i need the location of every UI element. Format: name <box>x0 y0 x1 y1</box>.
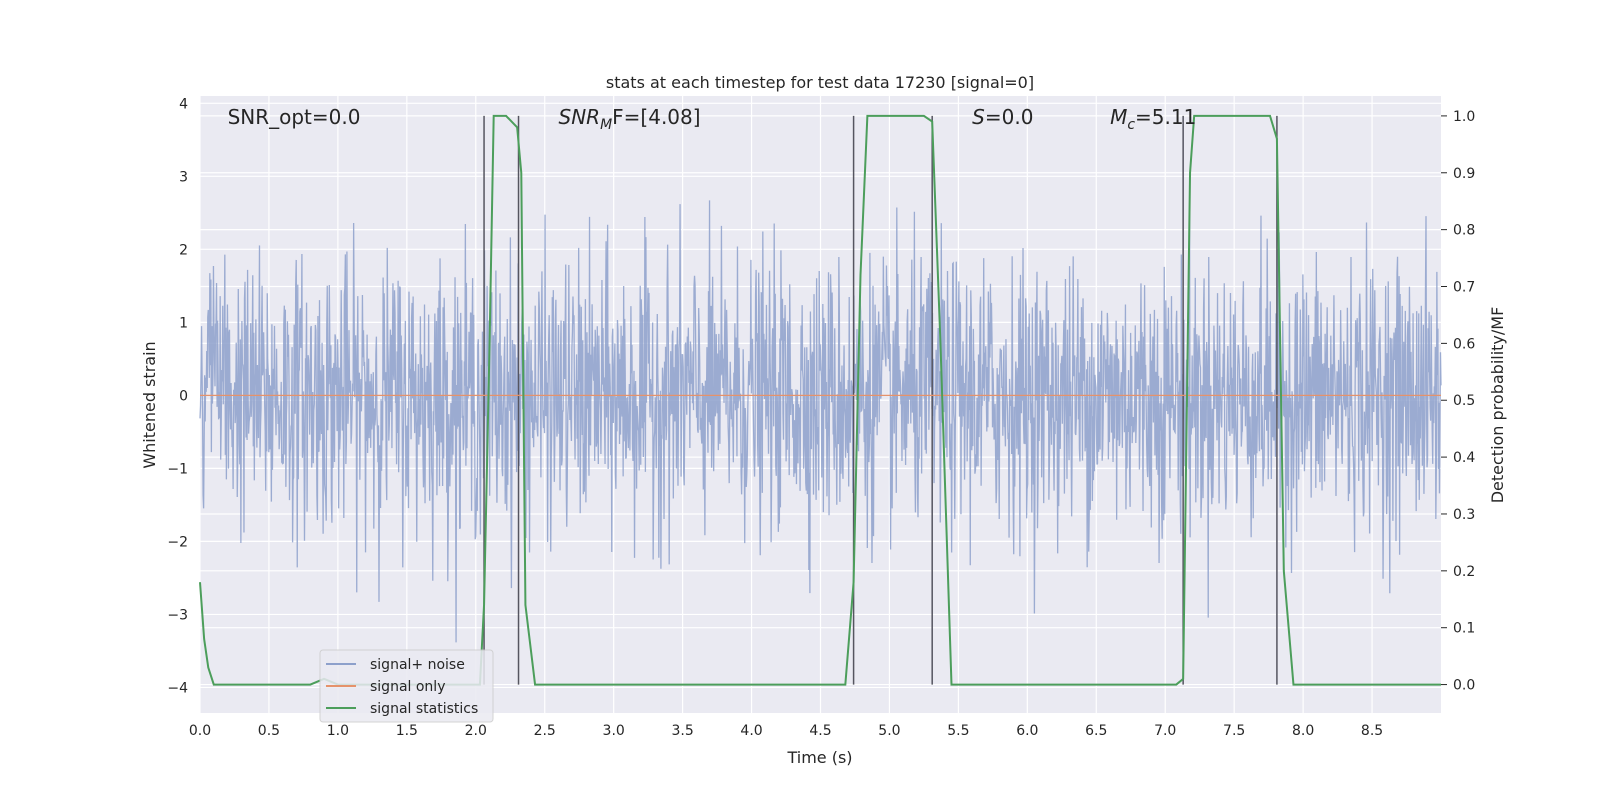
y-tick-label: 0 <box>179 388 188 404</box>
x-tick-label: 3.0 <box>603 723 625 739</box>
x-tick-label: 5.5 <box>947 723 969 739</box>
legend: signal+ noise signal only signal statist… <box>319 649 494 723</box>
y-tick-label: 2 <box>179 242 188 258</box>
x-tick-label: 6.5 <box>1085 723 1107 739</box>
y-right-tick-label: 1.0 <box>1453 109 1475 125</box>
line-signal-noise <box>199 200 1442 643</box>
x-tick-label: 2.5 <box>534 723 556 739</box>
x-tick-label: 4.5 <box>809 723 831 739</box>
legend-label-signal-noise: signal+ noise <box>370 657 465 673</box>
y-right-tick-labels: 1.0 0.9 0.8 0.7 0.6 0.5 0.4 0.3 0.2 0.1 0.0 <box>1441 109 1475 694</box>
y-tick-label: −2 <box>167 534 188 550</box>
annotation-snr-opt: SNR_opt=0.0 <box>228 105 361 129</box>
x-axis-label: Time (s) <box>786 748 852 767</box>
y-tick-label: −4 <box>167 680 188 696</box>
y-tick-label: −3 <box>167 607 188 623</box>
y-tick-labels: 4 3 2 1 0 −1 −2 −3 −4 <box>167 96 188 696</box>
x-tick-label: 2.0 <box>465 723 487 739</box>
x-tick-label: 5.0 <box>878 723 900 739</box>
y-tick-label: 4 <box>179 96 188 112</box>
y-right-tick-label: 0.9 <box>1453 166 1475 182</box>
x-tick-label: 0.5 <box>258 723 280 739</box>
legend-label-signal-only: signal only <box>370 679 445 695</box>
y-axis-label: Whitened strain <box>140 341 159 468</box>
y-right-tick-label: 0.5 <box>1453 393 1475 409</box>
annotation-snr-mf: SNRMF=[4.08] <box>559 105 701 133</box>
x-tick-label: 3.5 <box>671 723 693 739</box>
annotation-s-stat: S=0.0 <box>972 105 1033 129</box>
x-tick-label: 0.0 <box>189 723 211 739</box>
y-right-tick-label: 0.1 <box>1453 621 1475 637</box>
annotations: SNR_opt=0.0 SNRMF=[4.08] S=0.0 Mc=5.11 <box>228 105 1197 133</box>
x-tick-labels: 0.0 0.5 1.0 1.5 2.0 2.5 3.0 3.5 4.0 4.5 5.0 5.5 6.0 6… <box>189 723 1383 739</box>
y-right-tick-label: 0.8 <box>1453 223 1475 239</box>
y-right-tick-label: 0.6 <box>1453 336 1475 352</box>
series-signal-noise <box>199 200 1442 643</box>
y-right-tick-label: 0.2 <box>1453 564 1475 580</box>
y-tick-label: 3 <box>179 169 188 185</box>
annotation-mc: Mc=5.11 <box>1110 105 1196 133</box>
x-tick-label: 1.0 <box>327 723 349 739</box>
legend-box <box>319 649 494 723</box>
x-tick-label: 8.5 <box>1361 723 1383 739</box>
x-tick-label: 6.0 <box>1016 723 1038 739</box>
x-tick-label: 7.0 <box>1154 723 1176 739</box>
y-tick-label: −1 <box>167 461 188 477</box>
x-tick-label: 8.0 <box>1292 723 1314 739</box>
y-tick-label: 1 <box>179 315 188 331</box>
chart-title: stats at each timestep for test data 172… <box>606 73 1034 92</box>
y-right-tick-label: 0.3 <box>1453 507 1475 523</box>
y-right-tick-label: 0.7 <box>1453 280 1475 296</box>
y-right-axis-label: Detection probability/MF <box>1488 307 1507 504</box>
y-right-tick-label: 0.0 <box>1453 678 1475 694</box>
legend-label-signal-statistics: signal statistics <box>370 701 478 717</box>
x-tick-label: 7.5 <box>1223 723 1245 739</box>
y-right-tick-label: 0.4 <box>1453 450 1475 466</box>
x-tick-label: 1.5 <box>396 723 418 739</box>
x-tick-label: 4.0 <box>740 723 762 739</box>
